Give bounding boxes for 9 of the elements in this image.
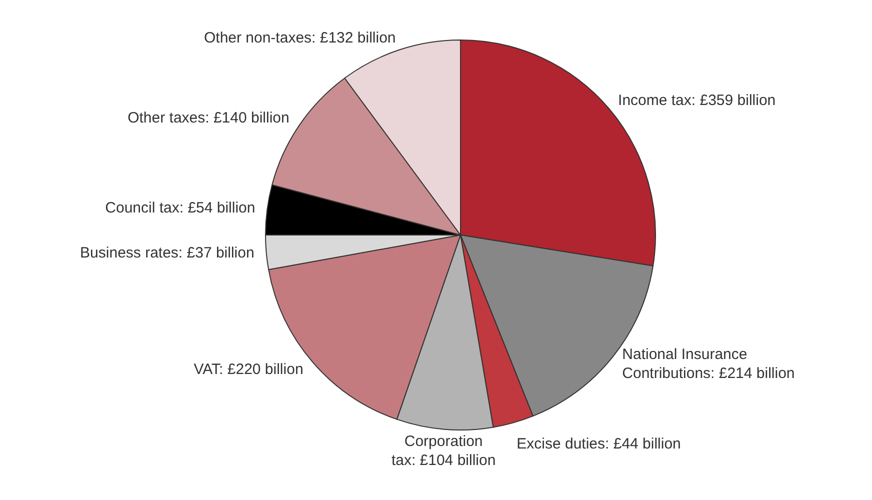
slice-label: Excise duties: £44 billion xyxy=(516,435,681,452)
slice-label: Income tax: £359 billion xyxy=(618,92,776,109)
slice-label: Corporation tax: £104 billion xyxy=(391,432,496,469)
slice-label: Council tax: £54 billion xyxy=(105,199,256,216)
slice-label: VAT: £220 billion xyxy=(194,360,304,378)
slice-label: National Insurance Contributions: £214 billion xyxy=(622,346,795,382)
slice-label: Other taxes: £140 billion xyxy=(128,110,290,127)
slice-label: Business rates: £37 billion xyxy=(80,244,254,262)
slice-label: Other non-taxes: £132 billion xyxy=(204,30,396,47)
